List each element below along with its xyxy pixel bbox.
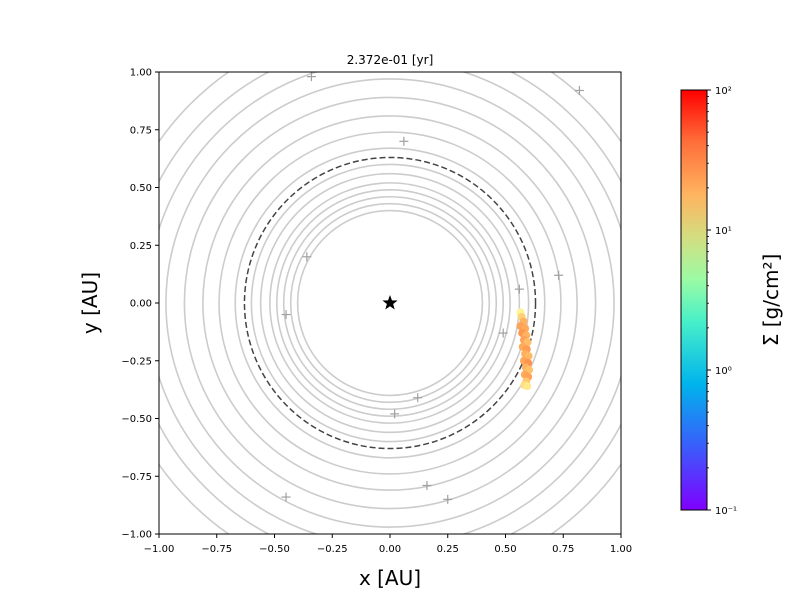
star-marker: [382, 295, 398, 310]
grey-marker-11: [422, 480, 432, 490]
grey-marker-0: [306, 72, 316, 82]
orbit-circle-11: [165, 78, 615, 528]
x-tick-label-0: −1.00: [144, 544, 175, 555]
y-tick-label-3: −0.25: [121, 356, 152, 367]
y-tick-label-6: 0.50: [130, 183, 152, 194]
orbit-circle-2: [282, 195, 498, 411]
colorbar-ticks: 10⁻¹ 10⁰ 10¹ 10²: [707, 86, 737, 517]
x-tick-label-3: −0.25: [317, 544, 348, 555]
x-tick-label-2: −0.50: [259, 544, 290, 555]
x-tick-label-7: 0.75: [552, 544, 574, 555]
colorbar-tick-label-0: 10⁻¹: [715, 506, 737, 517]
x-axis-ticks: −1.00 −0.75 −0.50 −0.25 0.00 0.25 0.50 0.75 1.00: [144, 534, 632, 555]
grey-marker-12: [443, 494, 453, 504]
grey-marker-7: [498, 328, 508, 338]
grey-marker-8: [413, 393, 423, 403]
y-tick-label-2: −0.50: [121, 414, 152, 425]
orbit-circle-4: [269, 182, 511, 424]
y-axis-label: y [AU]: [78, 272, 102, 334]
orbit-circle-0: [296, 209, 484, 397]
grey-marker-1: [574, 85, 584, 95]
dashed-orbit: [243, 156, 537, 450]
colorbar-tick-label-3: 10²: [715, 86, 732, 97]
grey-marker-3: [302, 252, 312, 262]
orbit-circle-10: [183, 96, 597, 510]
central-star: [382, 295, 398, 310]
grey-marker-2: [399, 136, 409, 146]
orbit-circle-5: [259, 172, 521, 434]
grey-markers: [281, 72, 584, 504]
grey-marker-10: [281, 492, 291, 502]
x-tick-label-6: 0.50: [494, 544, 516, 555]
dashed-circle: [243, 156, 537, 450]
orbit-circle-9: [202, 115, 578, 491]
x-tick-label-1: −0.75: [201, 544, 232, 555]
colorbar: 10⁻¹ 10⁰ 10¹ 10² Σ [g/cm²]: [680, 86, 783, 517]
orbit-circle-8: [218, 131, 562, 475]
x-axis-label: x [AU]: [359, 566, 421, 590]
x-tick-label-5: 0.25: [437, 544, 459, 555]
y-tick-label-5: 0.25: [130, 241, 152, 252]
y-tick-label-8: 1.00: [130, 68, 152, 79]
y-tick-label-0: −1.00: [121, 530, 152, 541]
x-tick-label-8: 1.00: [610, 544, 632, 555]
orbit-circle-6: [250, 163, 530, 443]
gas-point-21: [523, 382, 532, 391]
orbit-circle-3: [276, 189, 504, 417]
orbit-circle-7: [234, 147, 546, 459]
x-tick-label-4: 0.00: [379, 544, 401, 555]
orbit-circle-1: [289, 202, 491, 404]
grey-marker-9: [390, 409, 400, 419]
plot-area: [158, 71, 622, 535]
grey-marker-5: [514, 284, 524, 294]
orbit-circles: [159, 72, 621, 534]
grey-marker-4: [554, 270, 564, 280]
chart-title: 2.372e-01 [yr]: [347, 53, 434, 67]
y-tick-label-4: 0.00: [130, 299, 152, 310]
colorbar-label: Σ [g/cm²]: [759, 254, 783, 347]
y-axis-ticks: −1.00 −0.75 −0.50 −0.25 0.00 0.25 0.50 0.75 1.00: [121, 68, 159, 541]
colorbar-gradient: [680, 89, 708, 511]
colorbar-tick-label-1: 10⁰: [715, 366, 732, 377]
colorbar-tick-label-2: 10¹: [715, 226, 732, 237]
y-tick-label-1: −0.75: [121, 472, 152, 483]
gas-points: [516, 308, 534, 391]
grey-marker-6: [281, 310, 291, 320]
y-tick-label-7: 0.75: [130, 125, 152, 136]
